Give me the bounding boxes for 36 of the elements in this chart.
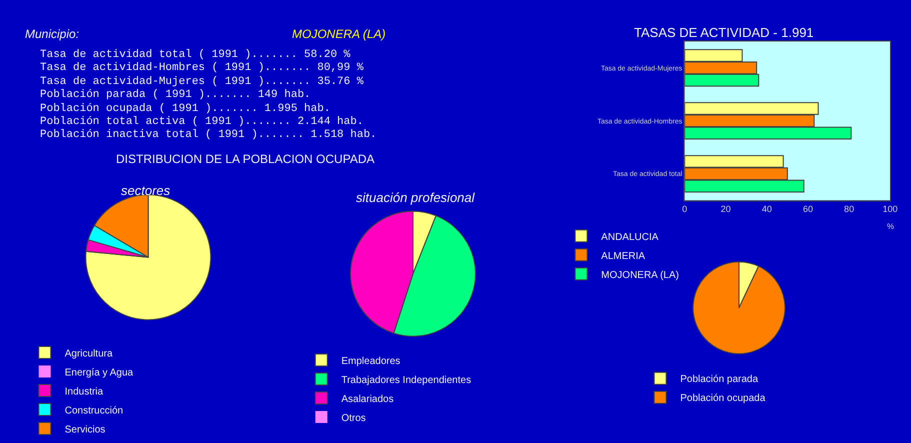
- legend-label: Empleadores: [341, 356, 400, 367]
- x-tick-label: 80: [844, 204, 854, 214]
- chart-subtitle: sectores: [121, 183, 171, 198]
- legend-label: ALMERIA: [601, 250, 646, 262]
- legend-label: MOJONERA (LA): [601, 270, 679, 281]
- pie-slice: [85, 194, 212, 320]
- x-tick-label: 20: [720, 204, 731, 214]
- legend-label: ANDALUCIA: [601, 232, 659, 243]
- x-tick-label: 40: [762, 204, 772, 214]
- x-axis-title: %: [887, 222, 894, 231]
- legend-label: Agricultura: [64, 348, 113, 360]
- text: Tasa de actividad-Hombres ( 1991 )....... 80,99 %: [40, 62, 364, 74]
- chart-title: situación profesional: [356, 190, 476, 205]
- x-tick-label: 100: [882, 204, 898, 214]
- legend-label: Población parada: [680, 374, 758, 386]
- x-tick-label: 60: [802, 204, 813, 214]
- chart-title: TASAS DE ACTIVIDAD - 1.991: [634, 25, 814, 40]
- legend-label: Construcción: [64, 405, 124, 416]
- text: Población ocupada ( 1991 )....... 1.995 hab.: [40, 103, 330, 115]
- text: Tasa de actividad-Mujeres ( 1991 )....... 35.76 %: [40, 76, 364, 88]
- text: Población total activa ( 1991 )....... 2.144 hab.: [40, 116, 364, 128]
- legend-label: Servicios: [64, 424, 106, 436]
- text: Población inactiva total ( 1991 )....... 1.518 hab.: [40, 129, 377, 141]
- text: Municipio:: [25, 27, 80, 41]
- legend-label: Energía y Agua: [64, 367, 134, 378]
- pie-slice: [692, 261, 786, 354]
- legend-label: Otros: [341, 412, 366, 424]
- x-tick-label: 0: [682, 204, 688, 214]
- legend-label: Industria: [64, 386, 104, 398]
- text: Población parada ( 1991 )....... 149 hab.: [40, 89, 311, 101]
- legend-label: Asalariados: [341, 394, 394, 405]
- text: MOJONERA (LA): [292, 27, 386, 41]
- legend-label: Trabajadores Independientes: [341, 374, 472, 386]
- text: Tasa de actividad total ( 1991 )....... 58.20 %: [40, 49, 351, 61]
- legend-label: Población ocupada: [680, 393, 766, 404]
- text: DISTRIBUCION DE LA POBLACION OCUPADA: [116, 152, 374, 166]
